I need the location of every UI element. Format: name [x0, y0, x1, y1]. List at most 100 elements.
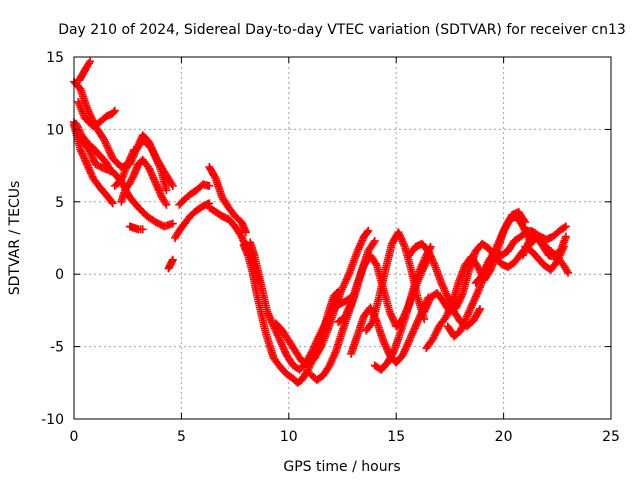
series-track-r [271, 226, 373, 368]
data-point [328, 355, 337, 364]
data-point [168, 181, 177, 190]
data-point [341, 311, 350, 320]
data-point [389, 316, 398, 325]
data-point [345, 302, 354, 311]
data-point [277, 340, 286, 349]
x-tick-label: 10 [280, 429, 298, 445]
data-point [498, 229, 507, 238]
data-point [354, 245, 363, 254]
data-point [266, 315, 275, 324]
data-point [560, 223, 569, 232]
data-point [465, 306, 474, 315]
data-point [327, 357, 336, 366]
data-point [79, 152, 88, 161]
data-point [444, 308, 453, 317]
data-point [521, 218, 530, 227]
data-point [457, 324, 466, 333]
data-point [110, 106, 119, 115]
data-point [154, 186, 163, 195]
data-point [445, 306, 454, 315]
data-point [456, 326, 465, 335]
data-point [329, 352, 338, 361]
data-point [279, 344, 288, 353]
data-point [167, 180, 176, 189]
data-point [126, 152, 135, 161]
data-point [473, 262, 482, 271]
x-tick-label: 5 [177, 429, 186, 445]
data-point [459, 319, 468, 328]
series-track-k [164, 255, 177, 273]
data-point [277, 338, 286, 347]
data-point [154, 184, 163, 193]
data-point [403, 340, 412, 349]
data-point [148, 145, 157, 154]
data-point [442, 291, 451, 300]
data-point [147, 169, 156, 178]
data-point [478, 271, 487, 280]
data-point [278, 342, 287, 351]
data-point [559, 242, 568, 251]
data-point [346, 300, 355, 309]
data-point [275, 334, 284, 343]
data-point [363, 228, 372, 237]
data-point [136, 136, 145, 145]
data-point [134, 140, 143, 149]
data-point [499, 227, 508, 236]
data-point [146, 142, 155, 151]
data-point [133, 142, 142, 151]
data-point [420, 307, 429, 316]
data-point [264, 311, 273, 320]
data-point [401, 345, 410, 354]
data-point [428, 335, 437, 344]
data-point [148, 171, 157, 180]
data-point [379, 336, 388, 345]
data-point [161, 198, 170, 207]
data-point [128, 173, 137, 182]
data-point [89, 156, 98, 165]
data-point [331, 348, 340, 357]
y-tick-label: 10 [46, 122, 64, 138]
data-point [402, 342, 411, 351]
data-point [77, 147, 86, 156]
data-point [162, 200, 171, 209]
data-point [416, 264, 425, 273]
data-point [457, 292, 466, 301]
data-point [496, 233, 505, 242]
data-point [555, 251, 564, 260]
data-point [497, 231, 506, 240]
data-point [423, 300, 432, 309]
data-point [475, 306, 484, 315]
data-point [469, 297, 478, 306]
data-point [150, 149, 159, 158]
data-point [460, 317, 469, 326]
data-point [150, 175, 159, 184]
data-point [107, 197, 116, 206]
data-point [84, 163, 93, 172]
data-point [276, 336, 285, 345]
data-point [106, 167, 115, 176]
data-point [420, 306, 429, 315]
data-point [273, 331, 282, 340]
axis-ticks: 0 5 10 15 20 25 -10 -5 0 5 10 15 [41, 50, 620, 445]
data-point [482, 262, 491, 271]
data-point [520, 216, 529, 225]
data-point [343, 306, 352, 315]
data-point [238, 234, 247, 243]
data-point [438, 282, 447, 291]
data-point [126, 177, 135, 186]
data-point [328, 354, 337, 363]
data-point [343, 308, 352, 317]
data-point [495, 236, 504, 245]
data-point [424, 298, 433, 307]
data-point [146, 168, 155, 177]
data-point [462, 314, 471, 323]
data-point [280, 345, 289, 354]
data-point [557, 248, 566, 257]
data-point [150, 177, 159, 186]
data-point [395, 231, 404, 240]
data-point [85, 59, 94, 68]
series-track-c [72, 119, 115, 176]
data-point [518, 222, 527, 231]
data-point [264, 309, 273, 318]
y-tick-label: 0 [55, 267, 64, 283]
